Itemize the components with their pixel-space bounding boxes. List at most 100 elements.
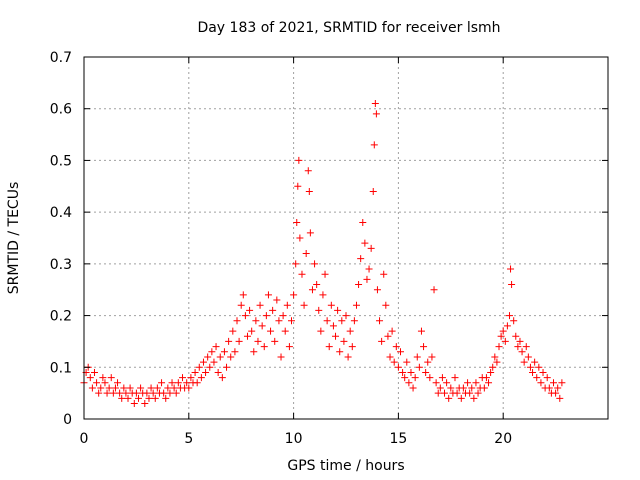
data-point: [233, 317, 241, 325]
data-point: [141, 399, 149, 407]
data-point: [237, 301, 245, 309]
data-point: [111, 384, 119, 392]
data-point: [361, 239, 369, 247]
data-point: [545, 384, 553, 392]
data-point: [191, 368, 199, 376]
data-point: [526, 363, 534, 371]
data-point: [340, 337, 348, 345]
data-point: [543, 374, 551, 382]
data-point: [401, 374, 409, 382]
x-tick-label: 20: [494, 431, 512, 447]
data-point: [283, 301, 291, 309]
data-point: [507, 265, 515, 273]
data-point: [264, 291, 272, 299]
data-point: [275, 317, 283, 325]
data-point: [554, 384, 562, 392]
data-point: [295, 156, 303, 164]
data-point: [441, 389, 449, 397]
data-point: [243, 332, 251, 340]
data-point: [126, 384, 134, 392]
data-point: [254, 337, 262, 345]
data-point: [118, 394, 126, 402]
data-point: [166, 389, 174, 397]
y-axis-label: SRMTID / TECUs: [6, 182, 22, 295]
data-point: [231, 348, 239, 356]
data-point: [457, 394, 465, 402]
data-point: [447, 384, 455, 392]
data-point: [145, 394, 153, 402]
data-point: [497, 332, 505, 340]
data-point: [267, 327, 275, 335]
data-point: [327, 301, 335, 309]
data-point: [453, 389, 461, 397]
data-point: [325, 343, 333, 351]
data-point: [258, 322, 266, 330]
data-point: [434, 389, 442, 397]
x-tick-label: 5: [184, 431, 193, 447]
data-point: [321, 270, 329, 278]
data-point: [403, 358, 411, 366]
data-point: [352, 301, 360, 309]
data-point: [193, 379, 201, 387]
axis-ticks: 0 0.1 0.2 0.3 0.4 0.5 0.6 0.7 0 5 10 15 20: [50, 50, 608, 447]
data-point: [239, 291, 247, 299]
data-point: [396, 348, 404, 356]
data-point: [422, 368, 430, 376]
data-point: [501, 337, 509, 345]
data-point: [101, 379, 109, 387]
data-point: [558, 379, 566, 387]
data-point: [122, 389, 130, 397]
data-point: [197, 374, 205, 382]
data-point: [162, 394, 170, 402]
data-point: [438, 374, 446, 382]
data-point: [445, 394, 453, 402]
data-point: [143, 389, 151, 397]
data-point: [344, 353, 352, 361]
data-point: [179, 374, 187, 382]
data-point: [195, 363, 203, 371]
plot-frame: [83, 56, 609, 420]
data-point: [535, 363, 543, 371]
data-point: [132, 389, 140, 397]
data-point: [149, 389, 157, 397]
data-point: [518, 348, 526, 356]
data-point: [235, 337, 243, 345]
data-point: [218, 374, 226, 382]
data-point: [250, 348, 258, 356]
data-point: [271, 337, 279, 345]
data-point: [470, 394, 478, 402]
data-point: [533, 374, 541, 382]
data-point: [480, 384, 488, 392]
data-point: [466, 389, 474, 397]
data-point: [296, 234, 304, 242]
data-point: [103, 389, 111, 397]
data-point: [134, 394, 142, 402]
data-point: [392, 343, 400, 351]
data-point: [522, 343, 530, 351]
data-point: [160, 389, 168, 397]
data-point: [336, 348, 344, 356]
data-point: [256, 301, 264, 309]
data-point: [273, 296, 281, 304]
data-point: [510, 317, 518, 325]
data-point: [116, 389, 124, 397]
data-point: [185, 384, 193, 392]
data-point: [350, 317, 358, 325]
data-point: [550, 379, 558, 387]
data-point: [355, 281, 363, 289]
data-point: [147, 384, 155, 392]
data-point: [380, 270, 388, 278]
data-point: [210, 358, 218, 366]
data-point: [365, 265, 373, 273]
x-tick-label: 10: [285, 431, 303, 447]
data-point: [468, 384, 476, 392]
data-point: [346, 327, 354, 335]
y-tick-label: 0.5: [50, 153, 72, 169]
data-point: [399, 368, 407, 376]
data-point: [262, 312, 270, 320]
data-point: [443, 379, 451, 387]
data-point: [370, 141, 378, 149]
data-point: [124, 394, 132, 402]
data-point: [537, 379, 545, 387]
